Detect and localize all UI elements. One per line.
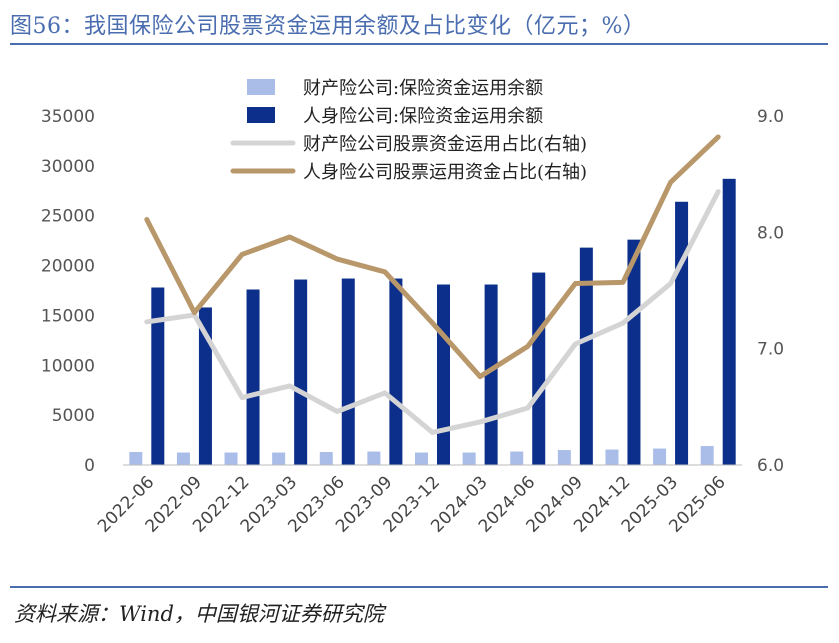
bar-life-insurer [627, 239, 641, 465]
left-tick-label: 0 [84, 456, 95, 476]
left-axis: 0 5000 10000 15000 20000 25000 30000 35000 [41, 107, 95, 476]
bar-property-insurer [176, 452, 190, 465]
legend-label: 财产险公司:保险资金运用余额 [303, 78, 543, 99]
bar-property-insurer [415, 452, 428, 465]
legend-label: 人身险公司:保险资金运用余额 [303, 106, 543, 127]
left-tick-label: 30000 [41, 157, 95, 177]
right-axis: 6.0 7.0 8.0 9.0 [757, 107, 784, 476]
bar-life-insurer [437, 284, 450, 465]
source-note: 资料来源：Wind，中国银河证券研究院 [14, 602, 384, 626]
title-rule [10, 43, 828, 45]
line-layer [144, 134, 721, 435]
source-rule [10, 586, 828, 588]
legend-swatch [247, 107, 275, 123]
bar-life-insurer [246, 289, 260, 465]
left-tick-label: 10000 [41, 356, 95, 376]
bar-life-insurer [294, 279, 308, 465]
bar-property-insurer [653, 448, 667, 465]
legend-label: 人身险公司股票运用资金占比(右轴) [303, 162, 587, 183]
line-life-insurer-ratio [144, 134, 721, 380]
bar-property-insurer [129, 452, 143, 465]
bar-property-insurer [367, 451, 381, 465]
bar-property-insurer [510, 451, 524, 465]
legend: 财产险公司:保险资金运用余额人身险公司:保险资金运用余额财产险公司股票资金运用占… [230, 78, 587, 183]
left-tick-label: 35000 [41, 107, 95, 127]
left-tick-label: 25000 [41, 207, 95, 227]
bar-property-insurer [605, 449, 619, 465]
legend-label: 财产险公司股票资金运用占比(右轴) [303, 134, 587, 155]
bar-property-insurer [224, 452, 238, 465]
bar-property-insurer [700, 446, 714, 465]
chart-title: 图56：我国保险公司股票资金运用余额及占比变化（亿元；%） [10, 14, 646, 39]
line-property-insurer-ratio [144, 189, 721, 435]
bar-property-insurer [272, 452, 286, 465]
bar-property-insurer [462, 452, 476, 465]
right-tick-label: 6.0 [757, 456, 784, 476]
x-axis: 2022-062022-092022-122023-032023-062023-… [94, 472, 730, 536]
bar-life-insurer [675, 201, 689, 466]
right-tick-label: 8.0 [757, 223, 784, 243]
bar-life-insurer [341, 278, 355, 465]
bar-property-insurer [557, 450, 571, 465]
bar-life-insurer [389, 278, 403, 465]
legend-swatch [247, 79, 275, 95]
bar-life-insurer [532, 272, 546, 465]
left-tick-label: 15000 [41, 306, 95, 326]
bar-life-insurer [722, 178, 736, 465]
left-tick-label: 5000 [52, 406, 95, 426]
right-tick-label: 9.0 [757, 107, 784, 127]
bar-life-insurer [579, 247, 593, 465]
right-tick-label: 7.0 [757, 340, 784, 360]
bar-life-insurer [198, 307, 212, 465]
left-tick-label: 20000 [41, 257, 95, 277]
bar-property-insurer [319, 452, 333, 465]
bar-life-insurer [151, 287, 165, 465]
